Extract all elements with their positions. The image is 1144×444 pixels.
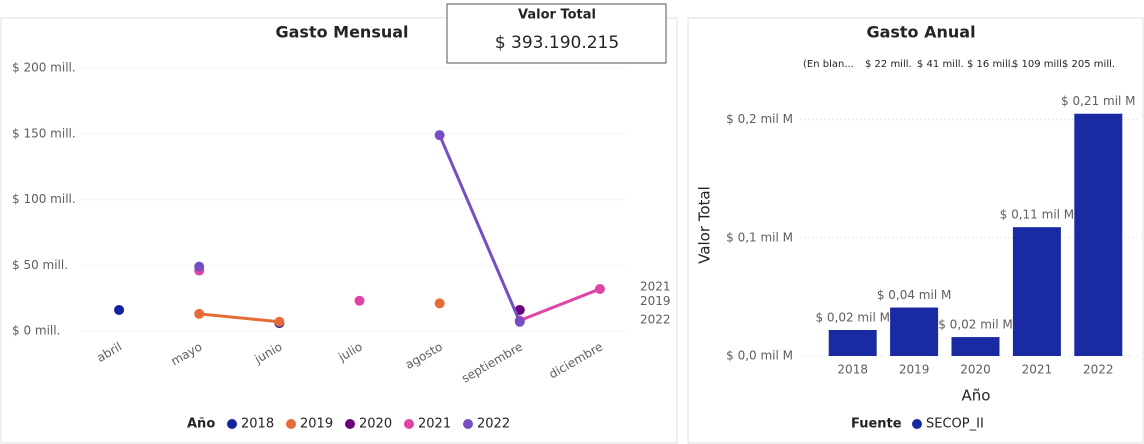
panel [0, 17, 678, 444]
x-tick-label: 2021 [1022, 363, 1053, 377]
data-point [194, 261, 205, 272]
bar [1012, 227, 1061, 356]
legend-marker [227, 419, 237, 429]
data-point [274, 316, 285, 327]
y-tick-label: $ 0,0 mil M [726, 349, 793, 363]
series-line [519, 287, 601, 322]
y-tick-label: $ 0,1 mil M [726, 230, 793, 244]
series-line [438, 134, 522, 323]
legend-label: 2018 [241, 417, 274, 432]
data-label: $ 0,11 mil M [1000, 208, 1075, 222]
legend-label: 2019 [300, 417, 333, 432]
legend-label: SECOP_II [926, 417, 984, 432]
x-tick-label: 2022 [1083, 363, 1114, 377]
header-label: $ 109 mill. [1012, 59, 1065, 70]
series-end-label: 2022 [640, 312, 671, 326]
panel [687, 17, 1144, 444]
header-label: (En blan... [803, 59, 854, 70]
legend-title: Año [187, 417, 215, 432]
data-point [354, 295, 365, 306]
legend-label: 2020 [359, 417, 392, 432]
x-tick-label: 2019 [899, 363, 930, 377]
y-tick-label: $ 150 mill. [12, 126, 76, 140]
data-point [434, 298, 445, 309]
card-value: $ 393.190.215 [495, 33, 619, 53]
bar [951, 337, 1000, 356]
legend-marker [286, 419, 296, 429]
legend-title: Fuente [851, 417, 902, 432]
bar [1074, 113, 1123, 357]
data-point [194, 308, 205, 319]
y-tick-label: $ 0 mill. [12, 324, 60, 338]
data-point [114, 304, 125, 315]
series-end-label: 2021 [640, 279, 671, 293]
header-label: $ 41 mill. [917, 59, 964, 70]
series-end-label: 2019 [640, 294, 671, 308]
y-axis-title: Valor Total [696, 186, 714, 264]
data-label: $ 0,02 mil M [938, 318, 1013, 332]
card-title: Valor Total [518, 8, 596, 23]
legend-label: 2022 [477, 417, 510, 432]
y-tick-label: $ 100 mill. [12, 192, 76, 206]
bar [890, 307, 939, 356]
legend-label: 2021 [418, 417, 451, 432]
data-label: $ 0,02 mil M [815, 311, 890, 325]
x-tick-label: 2020 [960, 363, 991, 377]
chart-title: Gasto Anual [866, 23, 975, 42]
data-point [594, 283, 605, 294]
header-label: $ 16 mill. [967, 59, 1014, 70]
data-point [514, 316, 525, 327]
header-label: $ 205 mill. [1062, 59, 1115, 70]
data-label: $ 0,04 mil M [877, 288, 952, 302]
legend-marker [912, 419, 922, 429]
y-tick-label: $ 200 mill. [12, 61, 76, 75]
legend-marker [404, 419, 414, 429]
chart-title: Gasto Mensual [275, 23, 408, 42]
legend-marker [345, 419, 355, 429]
x-tick-label: 2018 [837, 363, 868, 377]
y-tick-label: $ 50 mill. [12, 258, 68, 272]
bar [828, 330, 877, 356]
x-axis-title: Año [962, 387, 991, 405]
header-label: $ 22 mill. [865, 59, 912, 70]
y-tick-label: $ 0,2 mil M [726, 112, 793, 126]
data-point [434, 130, 445, 141]
legend-marker [463, 419, 473, 429]
bar-chart: (En blan... $ 22 mill. $ 41 mill. $ 16 mill… [696, 59, 1140, 432]
data-label: $ 0,21 mil M [1061, 94, 1136, 108]
card [446, 3, 667, 64]
